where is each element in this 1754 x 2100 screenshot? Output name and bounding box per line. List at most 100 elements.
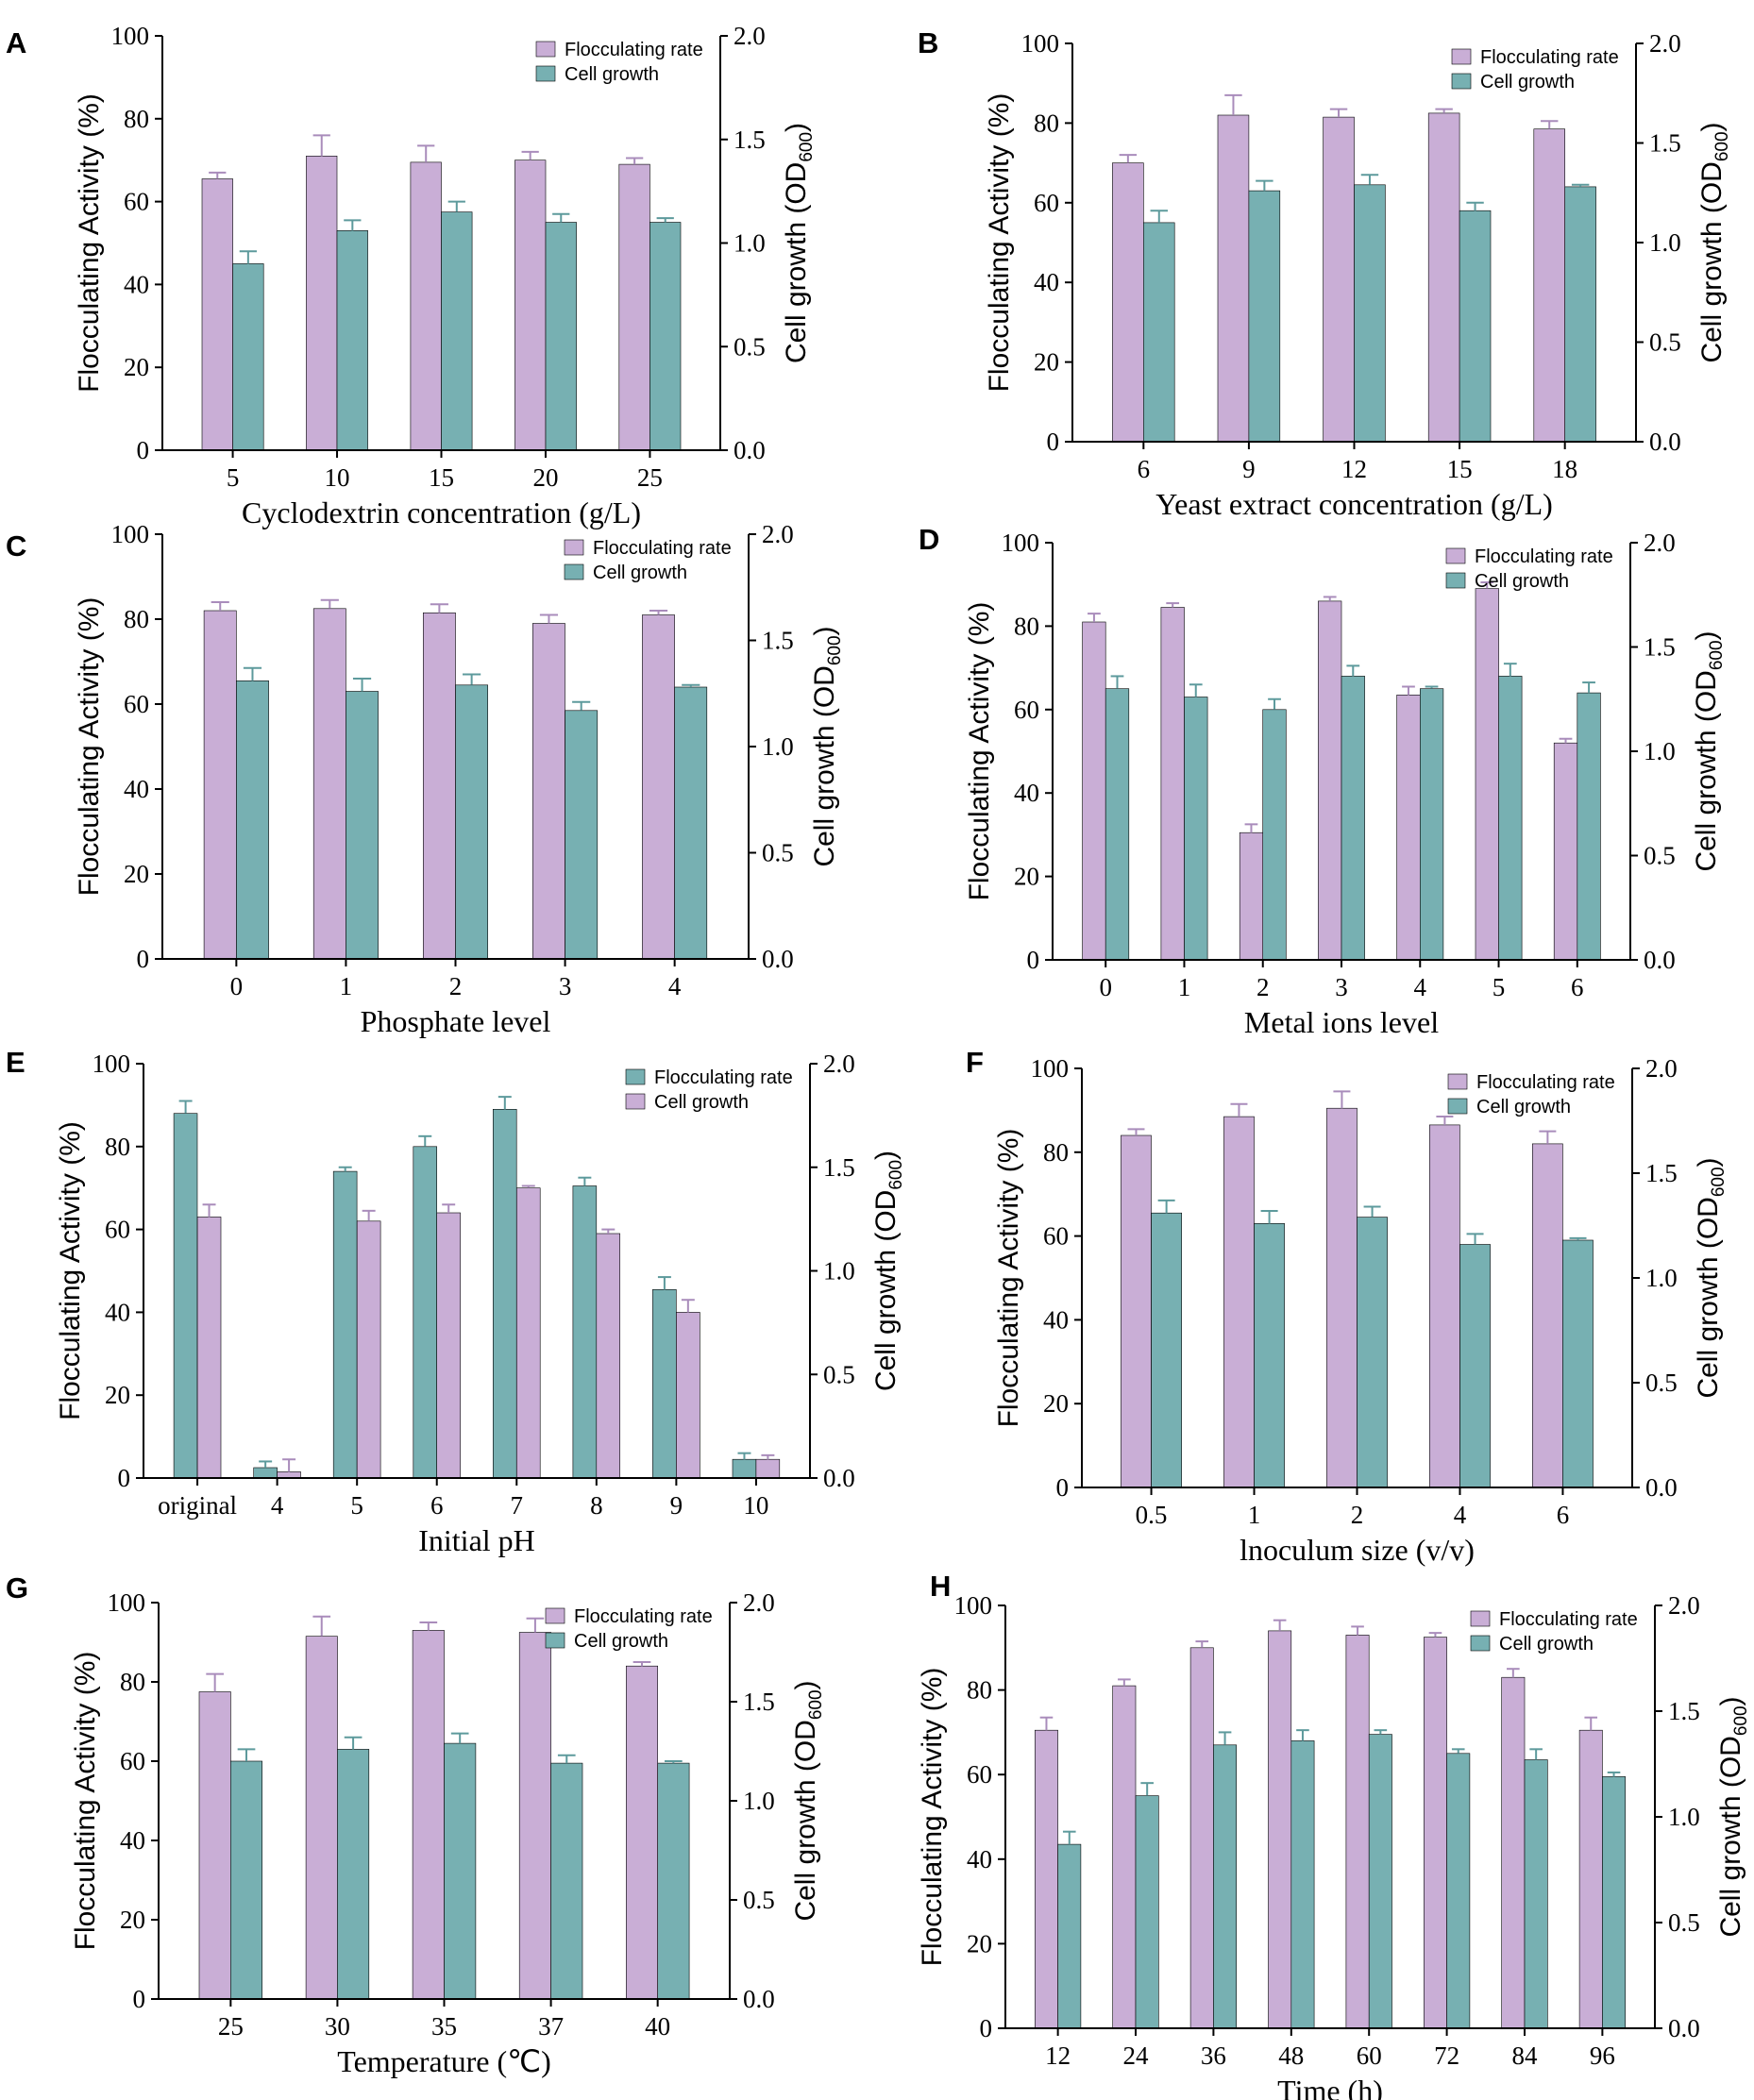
x-tick-label: 9: [1242, 455, 1256, 483]
bar-flocculating: [1345, 1635, 1370, 2029]
bar-cell-growth: [436, 1212, 461, 1479]
bar-cell-growth: [1184, 697, 1208, 961]
bar-cell-growth: [1564, 186, 1596, 443]
y-tick-label: 80: [120, 1668, 145, 1696]
legend-label: Flocculating rate: [574, 1606, 713, 1627]
x-tick-label: 48: [1278, 2041, 1304, 2070]
bar-cell-growth: [455, 684, 489, 960]
panel-letter: H: [930, 1570, 951, 1603]
y2-axis-title-main: Cell growth (OD: [809, 665, 840, 866]
y2-axis-title-close: ): [781, 123, 812, 132]
panel-a: A 0 20 40 60 80 100 0.0 0.5 1.0 1.5 2.0 5 10 15 20 25 Cyc…: [6, 22, 817, 529]
y-tick-label: 0: [1027, 946, 1040, 974]
panel-f: F 0 20 40 60 80 100 0.0 0.5 1.0 1.5 2.0 0.5 1 2 4 6 lnocu…: [966, 1046, 1729, 1567]
panel-letter: E: [6, 1046, 25, 1079]
bar-cell-growth: [1602, 1776, 1627, 2029]
legend-label: Cell growth: [574, 1631, 668, 1652]
x-tick-label: 5: [350, 1491, 363, 1520]
bar-flocculating: [198, 1691, 231, 2000]
y-tick-label: 20: [1014, 863, 1039, 891]
bar-flocculating: [1475, 588, 1499, 961]
y-tick-label: 100: [111, 520, 150, 548]
bar-cell-growth: [196, 1217, 222, 1479]
y2-tick-label: 1.5: [1644, 633, 1676, 662]
bar-cell-growth: [1254, 1223, 1285, 1488]
bar-cell-growth: [1262, 709, 1287, 961]
panel-e: E 0 20 40 60 80 100 0.0 0.5 1.0 1.5 2.0 original 4 5 6 7…: [6, 1046, 906, 1557]
y2-tick-label: 1.5: [1645, 1159, 1678, 1187]
x-tick-label: 37: [538, 2012, 564, 2041]
bar-flocculating: [332, 1170, 358, 1479]
x-tick-label: 10: [325, 463, 350, 492]
y2-tick-label: 2.0: [1645, 1054, 1678, 1083]
bar-flocculating: [531, 623, 565, 960]
x-tick-label: 4: [1414, 973, 1427, 1001]
y-tick-label: 80: [124, 105, 149, 133]
y2-tick-label: 0.5: [743, 1886, 775, 1914]
bar-cell-growth: [1524, 1759, 1548, 2029]
legend-label: Cell growth: [1476, 1097, 1571, 1117]
bar-flocculating: [618, 163, 650, 451]
bar-cell-growth: [1135, 1795, 1159, 2029]
x-tick-label: 4: [271, 1491, 284, 1520]
bar-flocculating: [1035, 1729, 1058, 2029]
bar-flocculating: [203, 610, 237, 960]
y-tick-label: 40: [967, 1845, 992, 1873]
y2-axis-title-main: Cell growth (OD: [1691, 670, 1722, 871]
y2-tick-label: 1.5: [1649, 129, 1681, 158]
bar-flocculating: [1217, 114, 1250, 443]
y-axis-title: Flocculating Activity (%): [984, 93, 1015, 393]
x-tick-label: 3: [559, 972, 572, 1000]
x-tick-label: 1: [340, 972, 353, 1000]
x-tick-label: 24: [1123, 2041, 1150, 2070]
y2-axis-title-close: ): [1715, 1696, 1746, 1705]
bar-flocculating: [514, 160, 547, 451]
y2-axis-title: Cell growth (OD600): [1693, 1157, 1729, 1398]
y-tick-label: 60: [967, 1760, 992, 1789]
y2-tick-label: 1.0: [734, 229, 766, 258]
y2-tick-label: 2.0: [1668, 1591, 1700, 1620]
x-axis-title: lnoculum size (v/v): [1240, 1533, 1475, 1567]
y-tick-label: 100: [1021, 29, 1060, 58]
bar-cell-growth: [1368, 1734, 1392, 2029]
bar-cell-growth: [1446, 1753, 1471, 2029]
x-tick-label: 12: [1341, 455, 1367, 483]
bar-flocculating: [1429, 1124, 1460, 1488]
y-tick-label: 80: [1034, 109, 1059, 137]
y-tick-label: 20: [1034, 348, 1059, 377]
panel-h: H 0 20 40 60 80 100 0.0 0.5 1.0 1.5 2.0 12 24 36 48 60 72…: [917, 1570, 1751, 2100]
x-axis-title: Metal ions level: [1244, 1005, 1439, 1039]
y2-tick-label: 1.0: [1649, 228, 1681, 257]
y2-axis-title-close: ): [790, 1680, 821, 1689]
y-tick-label: 100: [1031, 1054, 1070, 1083]
y2-axis-title-main: Cell growth (OD: [1715, 1736, 1746, 1937]
y-tick-label: 80: [1043, 1138, 1069, 1167]
bar-flocculating: [1121, 1134, 1152, 1488]
y2-tick-label: 2.0: [1644, 529, 1676, 557]
legend-label: Flocculating rate: [1480, 47, 1619, 68]
bar-flocculating: [1326, 1107, 1358, 1488]
x-tick-label: 30: [325, 2012, 350, 2041]
bar-cell-growth: [657, 1762, 690, 2000]
bar-cell-growth: [545, 222, 577, 451]
y-axis-title: Flocculating Activity (%): [55, 1121, 86, 1420]
legend-label: Cell growth: [593, 563, 687, 583]
legend-label: Flocculating rate: [1476, 1072, 1615, 1093]
y2-tick-label: 0.0: [762, 945, 794, 973]
x-tick-label: 18: [1552, 455, 1577, 483]
bar-flocculating: [422, 612, 456, 960]
bar-cell-growth: [336, 230, 368, 451]
y-axis-title: Flocculating Activity (%): [917, 1668, 948, 1967]
legend-swatch: [1447, 1073, 1468, 1090]
bar-cell-growth: [1143, 222, 1175, 443]
legend-label: Cell growth: [1475, 571, 1569, 592]
x-axis-title: Time (h): [1277, 2074, 1383, 2100]
bar-flocculating: [492, 1109, 517, 1479]
legend-swatch: [1445, 547, 1466, 564]
y-tick-label: 40: [124, 270, 149, 298]
y-axis-title: Flocculating Activity (%): [74, 93, 105, 393]
legend-swatch: [1447, 1098, 1468, 1115]
y-axis-title: Flocculating Activity (%): [964, 602, 995, 901]
y2-tick-label: 1.0: [762, 732, 794, 761]
x-tick-label: 96: [1590, 2041, 1615, 2070]
